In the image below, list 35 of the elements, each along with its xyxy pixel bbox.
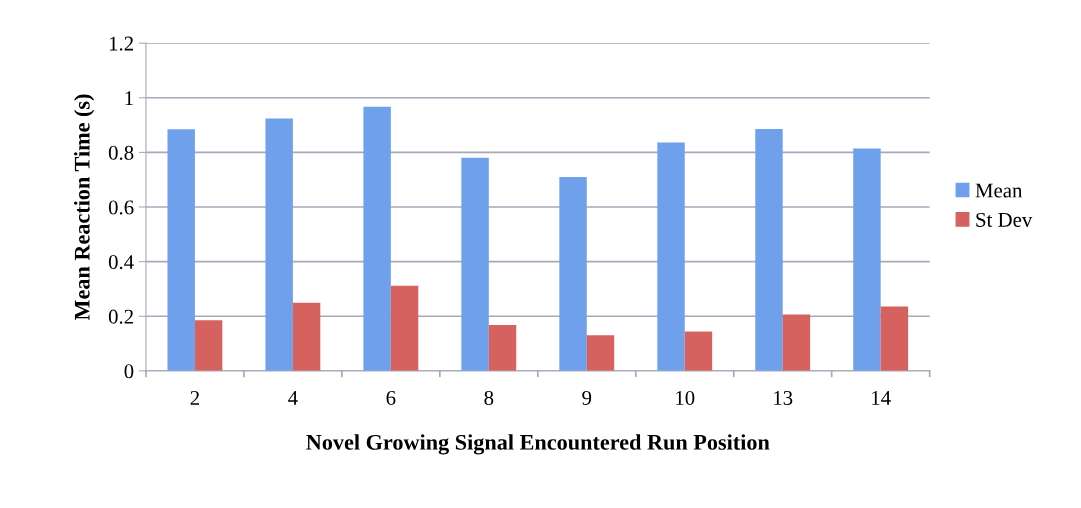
x-tick-label: 8 (484, 390, 494, 405)
y-tick-label: 0.4 (108, 254, 134, 270)
x-tick-label: 2 (190, 390, 199, 405)
bar (782, 314, 811, 371)
bar (586, 335, 615, 371)
bar (390, 285, 419, 371)
bar (853, 148, 881, 371)
bar (684, 331, 713, 371)
y-tick-label: 0 (124, 364, 134, 379)
y-tick-label: 0.6 (108, 200, 134, 215)
bar (657, 142, 685, 371)
y-tick-label: 0.8 (108, 145, 134, 160)
bar (461, 157, 489, 371)
bar (292, 302, 321, 371)
x-tick-label: 13 (774, 390, 793, 405)
bar (265, 118, 293, 371)
bar (559, 176, 587, 371)
x-tick-label: 10 (676, 390, 695, 405)
x-tick-label: 6 (386, 390, 396, 405)
y-tick-label: 1.2 (109, 36, 133, 51)
y-tick-label: 1 (125, 91, 133, 106)
bar (194, 320, 223, 371)
bar (167, 129, 195, 371)
y-axis-title: Mean Reaction Time (s) (74, 94, 95, 321)
bar (488, 324, 517, 371)
y-tick-label: 0.2 (108, 309, 133, 324)
legend-label: St Dev (976, 212, 1033, 227)
bar (755, 128, 783, 371)
x-axis-title: Novel Growing Signal Encountered Run Position (306, 434, 770, 455)
x-tick-label: 9 (582, 390, 592, 405)
x-tick-label: 4 (288, 391, 298, 405)
legend-label: Mean (975, 183, 1023, 198)
bar (363, 106, 391, 371)
bar (880, 306, 909, 371)
x-tick-label: 14 (872, 390, 891, 405)
